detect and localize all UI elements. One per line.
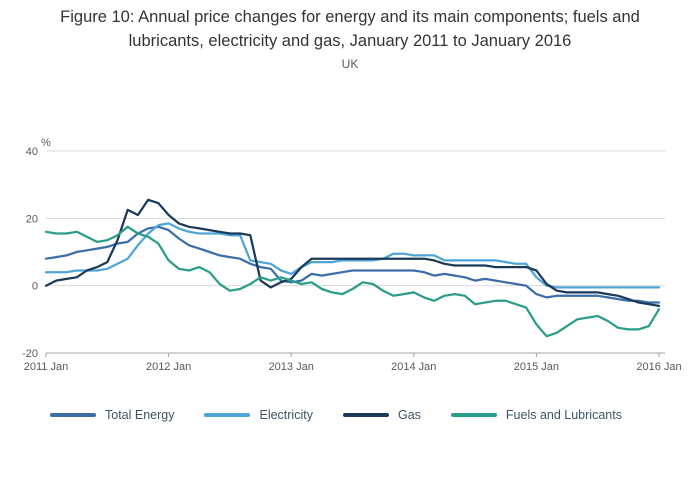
series-line-total-energy bbox=[44, 225, 661, 304]
x-tick-label-2016-jan: 2016 Jan bbox=[636, 361, 681, 373]
legend-item-fuels-and-lubricants: Fuels and Lubricants bbox=[450, 408, 622, 422]
x-tick-label-2013-jan: 2013 Jan bbox=[269, 361, 314, 373]
y-tick-label-0: 0 bbox=[32, 281, 38, 293]
chart-title: Figure 10: Annual price changes for ener… bbox=[60, 8, 640, 50]
x-tick-label-2012-jan: 2012 Jan bbox=[146, 361, 191, 373]
legend-item-total-energy: Total Energy bbox=[50, 408, 174, 422]
legend-swatch-fuels-and-lubricants bbox=[450, 413, 497, 417]
legend-label-fuels-and-lubricants: Fuels and Lubricants bbox=[505, 408, 622, 422]
legend-swatch-electricity bbox=[204, 413, 251, 417]
series-line-electricity bbox=[44, 222, 661, 289]
legend-item-electricity: Electricity bbox=[204, 408, 313, 422]
series-line-gas bbox=[44, 198, 661, 308]
chart-legend: Total Energy Electricity Gas Fuels and Lubr… bbox=[50, 408, 690, 422]
series-line-fuels-and-lubricants bbox=[44, 225, 661, 338]
legend-swatch-gas bbox=[342, 413, 389, 417]
legend-label-total-energy: Total Energy bbox=[105, 408, 175, 422]
y-tick-label-20: 20 bbox=[26, 213, 38, 225]
y-tick-label--20: -20 bbox=[22, 348, 38, 360]
y-tick-label-40: 40 bbox=[26, 146, 38, 158]
chart-subtitle: UK bbox=[341, 57, 359, 71]
legend-label-electricity: Electricity bbox=[259, 408, 313, 422]
y-axis-unit-label: % bbox=[41, 137, 51, 149]
x-tick-label-2015-jan: 2015 Jan bbox=[514, 361, 559, 373]
x-tick-label-2011-jan: 2011 Jan bbox=[24, 361, 68, 373]
legend-swatch-total-energy bbox=[50, 413, 96, 417]
legend-item-gas: Gas bbox=[342, 408, 421, 422]
x-tick-label-2014-jan: 2014 Jan bbox=[391, 361, 436, 373]
legend-label-gas: Gas bbox=[397, 408, 421, 422]
